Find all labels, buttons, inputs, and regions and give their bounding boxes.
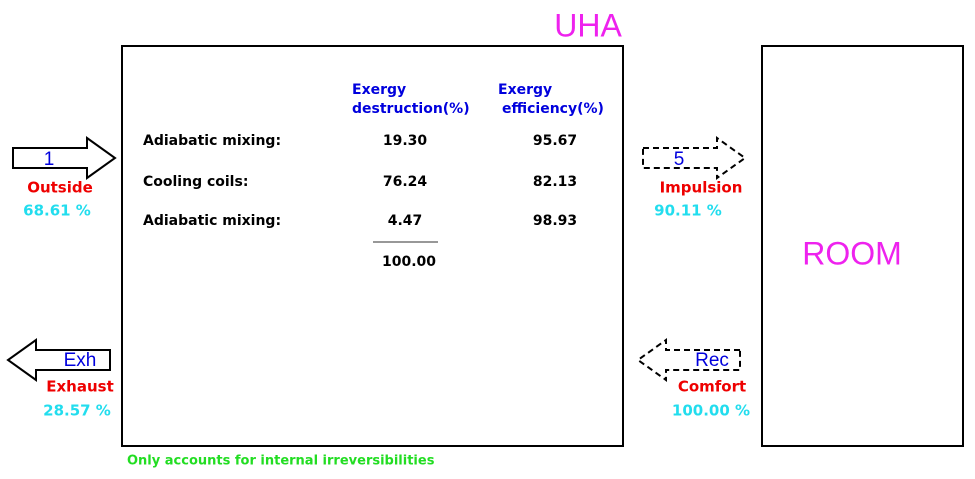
row-label: Cooling coils: <box>143 174 248 190</box>
stream-value: 100.00 % <box>672 402 750 420</box>
stream-id: 1 <box>44 149 55 170</box>
header: Exergy <box>498 82 552 98</box>
room-box <box>761 45 964 447</box>
room-label: ROOM <box>802 235 902 271</box>
streams: 1 Outside 68.61 % 5 Impulsion 90.11 % Exh Exhau… <box>23 149 750 419</box>
uha-title: UHA <box>554 7 622 43</box>
stream-value: 28.57 % <box>43 402 111 420</box>
header: Exergy <box>352 82 406 98</box>
efficiency: 95.67 <box>533 133 577 149</box>
total: 100.00 <box>382 254 436 270</box>
stream-value: 68.61 % <box>23 202 91 220</box>
arrow-exhaust <box>6 338 111 382</box>
note: Only accounts for internal irreversibili… <box>127 454 435 469</box>
destruction: 19.30 <box>383 133 428 149</box>
stream-id: Rec <box>695 350 729 371</box>
efficiency: 98.93 <box>533 213 577 229</box>
efficiency: 82.13 <box>533 174 577 190</box>
arrow-supply <box>642 136 747 180</box>
row-label: Adiabatic mixing: <box>143 213 281 229</box>
uha-box <box>121 45 624 447</box>
stream-name: Impulsion <box>660 179 743 197</box>
stream-id: Exh <box>64 350 97 371</box>
row-label: Adiabatic mixing: <box>143 133 281 149</box>
destruction: 4.47 <box>388 213 423 229</box>
table: Adiabatic mixing: 19.30 95.67 Cooling coils… <box>143 133 577 229</box>
stream-name: Exhaust <box>46 378 114 396</box>
arrow-return <box>636 338 741 382</box>
header: destruction(%) <box>352 101 470 117</box>
destruction: 76.24 <box>383 174 428 190</box>
stream-id: 5 <box>674 149 685 170</box>
stream-name: Comfort <box>678 378 746 396</box>
stream-value: 90.11 % <box>654 202 722 220</box>
arrow-in <box>12 136 117 180</box>
header: efficiency(%) <box>502 101 604 117</box>
stream-name: Outside <box>27 179 93 197</box>
